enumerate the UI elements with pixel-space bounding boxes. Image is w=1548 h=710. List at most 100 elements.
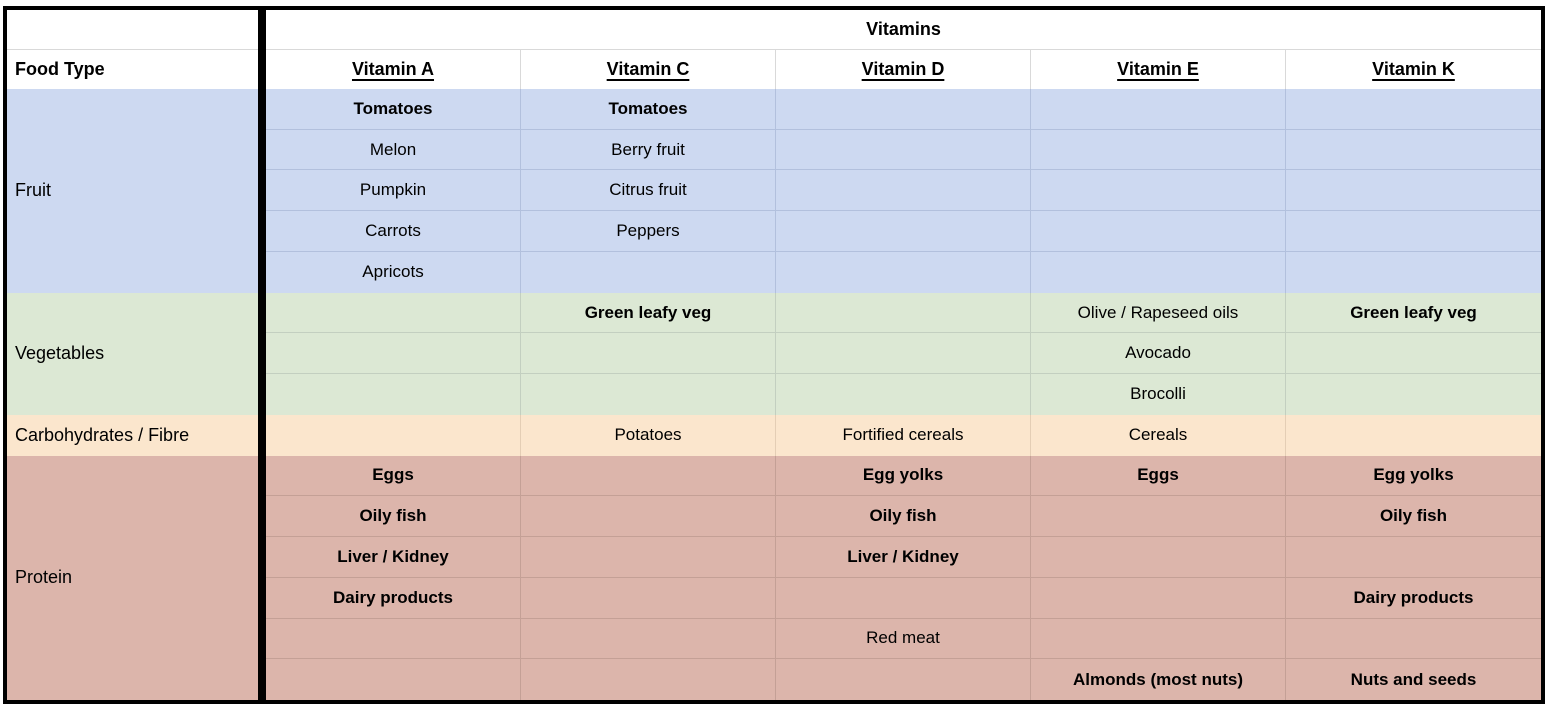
- cell-fruit-r2-vitamin-k[interactable]: [1286, 129, 1541, 171]
- column-header-label: Vitamin E: [1117, 59, 1199, 79]
- cell-protein-r2-vitamin-a[interactable]: Oily fish: [266, 496, 521, 538]
- cell-protein-r4-vitamin-k[interactable]: Dairy products: [1286, 577, 1541, 619]
- cell-fruit-r1-vitamin-d[interactable]: [776, 89, 1031, 130]
- cell-fruit-r3-vitamin-a[interactable]: Pumpkin: [266, 170, 521, 212]
- column-header-row: Vitamin A Vitamin C Vitamin D Vitamin E Vita…: [266, 50, 1541, 89]
- vitamins-title-label: Vitamins: [866, 19, 941, 39]
- cell-fruit-r3-vitamin-c[interactable]: Citrus fruit: [521, 170, 776, 212]
- cell-carbohydrates-fibre-r1-vitamin-c[interactable]: Potatoes: [521, 414, 776, 456]
- column-header-vitamin-a[interactable]: Vitamin A: [266, 50, 521, 89]
- cell-protein-r1-vitamin-e[interactable]: Eggs: [1031, 455, 1286, 497]
- column-header-vitamin-d[interactable]: Vitamin D: [776, 50, 1031, 89]
- cell-protein-r6-vitamin-d[interactable]: [776, 659, 1031, 700]
- cell-fruit-r3-vitamin-k[interactable]: [1286, 170, 1541, 212]
- cell-fruit-r5-vitamin-k[interactable]: [1286, 251, 1541, 293]
- column-header-vitamin-k[interactable]: Vitamin K: [1286, 50, 1541, 89]
- cell-protein-r5-vitamin-e[interactable]: [1031, 618, 1286, 660]
- cell-fruit-r1-vitamin-c[interactable]: Tomatoes: [521, 89, 776, 130]
- cell-protein-r3-vitamin-k[interactable]: [1286, 537, 1541, 578]
- column-header-vitamin-e[interactable]: Vitamin E: [1031, 50, 1286, 89]
- cell-protein-r2-vitamin-d[interactable]: Oily fish: [776, 496, 1031, 538]
- cell-carbohydrates-fibre-r1-vitamin-a[interactable]: [266, 414, 521, 456]
- cell-protein-r2-vitamin-c[interactable]: [521, 496, 776, 538]
- column-header-label: Vitamin A: [351, 59, 435, 79]
- cell-fruit-r2-vitamin-a[interactable]: Melon: [266, 129, 521, 171]
- cell-vegetables-r1-vitamin-k[interactable]: Green leafy veg: [1286, 292, 1541, 334]
- cell-protein-r5-vitamin-a[interactable]: [266, 618, 521, 660]
- cell-protein-r3-vitamin-d[interactable]: Liver / Kidney: [776, 537, 1031, 578]
- cell-vegetables-r1-vitamin-d[interactable]: [776, 292, 1031, 334]
- cell-fruit-r4-vitamin-d[interactable]: [776, 211, 1031, 252]
- cell-fruit-r3-vitamin-d[interactable]: [776, 170, 1031, 212]
- food-type-header-cell[interactable]: Food Type: [7, 50, 258, 89]
- cell-protein-r5-vitamin-d[interactable]: Red meat: [776, 618, 1031, 660]
- cell-protein-r3-vitamin-a[interactable]: Liver / Kidney: [266, 537, 521, 578]
- cell-fruit-r5-vitamin-c[interactable]: [521, 251, 776, 293]
- food-type-header-label: Food Type: [15, 59, 105, 79]
- cell-protein-r6-vitamin-k[interactable]: Nuts and seeds: [1286, 659, 1541, 700]
- cell-protein-r4-vitamin-d[interactable]: [776, 577, 1031, 619]
- vitamin-data-grid: Tomatoes Tomatoes Melon Berry fruit Pumpkin C…: [266, 89, 1541, 700]
- corner-spacer-cell[interactable]: [7, 10, 258, 50]
- cell-protein-r2-vitamin-e[interactable]: [1031, 496, 1286, 538]
- cell-fruit-r4-vitamin-k[interactable]: [1286, 211, 1541, 252]
- cell-protein-r1-vitamin-d[interactable]: Egg yolks: [776, 455, 1031, 497]
- cell-fruit-r1-vitamin-k[interactable]: [1286, 89, 1541, 130]
- cell-fruit-r4-vitamin-a[interactable]: Carrots: [266, 211, 521, 252]
- cell-carbohydrates-fibre-r1-vitamin-k[interactable]: [1286, 414, 1541, 456]
- cell-vegetables-r3-vitamin-d[interactable]: [776, 374, 1031, 415]
- cell-fruit-r4-vitamin-e[interactable]: [1031, 211, 1286, 252]
- vitamins-title-cell[interactable]: Vitamins: [266, 10, 1541, 50]
- cell-vegetables-r3-vitamin-a[interactable]: [266, 374, 521, 415]
- cell-protein-r4-vitamin-c[interactable]: [521, 577, 776, 619]
- food-type-carbohydrates-fibre[interactable]: Carbohydrates / Fibre: [7, 414, 258, 456]
- cell-protein-r4-vitamin-e[interactable]: [1031, 577, 1286, 619]
- column-header-label: Vitamin C: [606, 59, 690, 79]
- food-type-column: Food Type Fruit Vegetables Carbohydrates /…: [3, 6, 262, 704]
- cell-fruit-r3-vitamin-e[interactable]: [1031, 170, 1286, 212]
- cell-carbohydrates-fibre-r1-vitamin-d[interactable]: Fortified cereals: [776, 414, 1031, 456]
- cell-vegetables-r2-vitamin-k[interactable]: [1286, 333, 1541, 375]
- cell-fruit-r2-vitamin-c[interactable]: Berry fruit: [521, 129, 776, 171]
- cell-vegetables-r3-vitamin-k[interactable]: [1286, 374, 1541, 415]
- food-type-fruit[interactable]: Fruit: [7, 89, 258, 293]
- cell-fruit-r5-vitamin-d[interactable]: [776, 251, 1031, 293]
- cell-fruit-r5-vitamin-e[interactable]: [1031, 251, 1286, 293]
- cell-vegetables-r1-vitamin-e[interactable]: Olive / Rapeseed oils: [1031, 292, 1286, 334]
- cell-fruit-r2-vitamin-d[interactable]: [776, 129, 1031, 171]
- cell-fruit-r1-vitamin-e[interactable]: [1031, 89, 1286, 130]
- cell-protein-r2-vitamin-k[interactable]: Oily fish: [1286, 496, 1541, 538]
- cell-protein-r1-vitamin-a[interactable]: Eggs: [266, 455, 521, 497]
- cell-protein-r5-vitamin-c[interactable]: [521, 618, 776, 660]
- cell-vegetables-r1-vitamin-a[interactable]: [266, 292, 521, 334]
- cell-carbohydrates-fibre-r1-vitamin-e[interactable]: Cereals: [1031, 414, 1286, 456]
- food-type-vegetables[interactable]: Vegetables: [7, 292, 258, 415]
- cell-protein-r1-vitamin-c[interactable]: [521, 455, 776, 497]
- cell-fruit-r2-vitamin-e[interactable]: [1031, 129, 1286, 171]
- cell-vegetables-r2-vitamin-d[interactable]: [776, 333, 1031, 375]
- cell-vegetables-r2-vitamin-a[interactable]: [266, 333, 521, 375]
- cell-vegetables-r2-vitamin-c[interactable]: [521, 333, 776, 375]
- cell-vegetables-r1-vitamin-c[interactable]: Green leafy veg: [521, 292, 776, 334]
- column-header-vitamin-c[interactable]: Vitamin C: [521, 50, 776, 89]
- cell-vegetables-r2-vitamin-e[interactable]: Avocado: [1031, 333, 1286, 375]
- column-header-label: Vitamin D: [861, 59, 945, 79]
- cell-fruit-r4-vitamin-c[interactable]: Peppers: [521, 211, 776, 252]
- vitamins-table: Vitamins Vitamin A Vitamin C Vitamin D Vita…: [262, 6, 1545, 704]
- cell-fruit-r1-vitamin-a[interactable]: Tomatoes: [266, 89, 521, 130]
- cell-protein-r3-vitamin-c[interactable]: [521, 537, 776, 578]
- cell-protein-r1-vitamin-k[interactable]: Egg yolks: [1286, 455, 1541, 497]
- cell-protein-r6-vitamin-a[interactable]: [266, 659, 521, 700]
- cell-protein-r3-vitamin-e[interactable]: [1031, 537, 1286, 578]
- cell-protein-r5-vitamin-k[interactable]: [1286, 618, 1541, 660]
- cell-protein-r6-vitamin-c[interactable]: [521, 659, 776, 700]
- cell-protein-r4-vitamin-a[interactable]: Dairy products: [266, 577, 521, 619]
- cell-protein-r6-vitamin-e[interactable]: Almonds (most nuts): [1031, 659, 1286, 700]
- food-type-label-grid: Fruit Vegetables Carbohydrates / Fibre Prot…: [7, 89, 258, 700]
- cell-fruit-r5-vitamin-a[interactable]: Apricots: [266, 251, 521, 293]
- column-header-label: Vitamin K: [1372, 59, 1455, 79]
- cell-vegetables-r3-vitamin-c[interactable]: [521, 374, 776, 415]
- food-type-protein[interactable]: Protein: [7, 455, 258, 700]
- cell-vegetables-r3-vitamin-e[interactable]: Brocolli: [1031, 374, 1286, 415]
